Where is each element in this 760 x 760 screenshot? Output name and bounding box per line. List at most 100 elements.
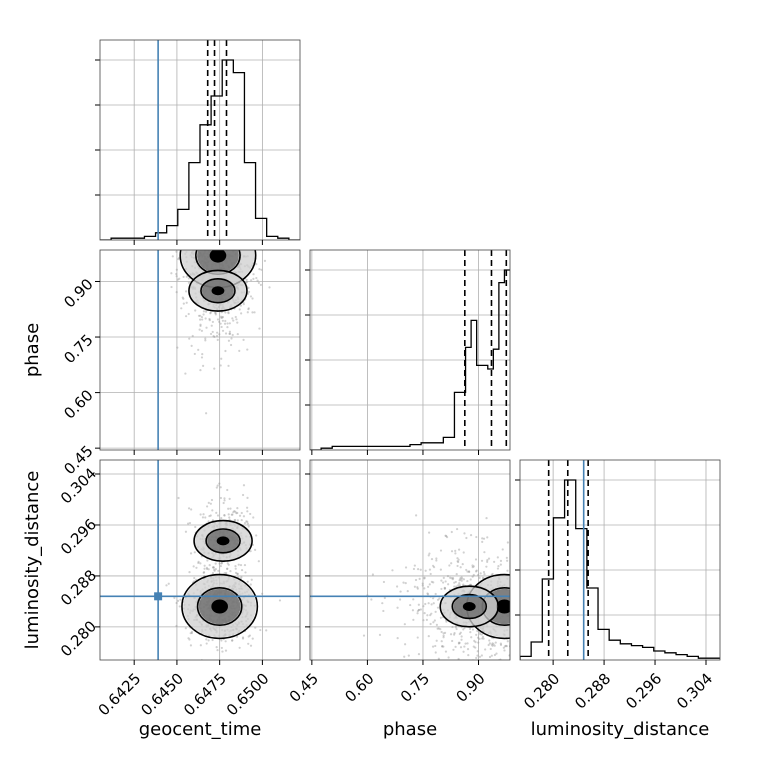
scatter-point — [226, 325, 229, 329]
scatter-point — [199, 324, 202, 327]
scatter-point — [466, 642, 469, 645]
scatter-point — [199, 323, 202, 326]
scatter-point — [404, 582, 407, 585]
scatter-point — [226, 562, 229, 565]
panel-border — [99, 39, 301, 241]
scatter-point — [444, 580, 447, 583]
scatter-point — [215, 511, 218, 514]
scatter-point — [496, 567, 500, 570]
scatter-point — [239, 241, 241, 243]
scatter-point — [222, 247, 224, 249]
scatter-point — [252, 273, 255, 276]
scatter-point — [229, 245, 231, 247]
hist-panel-phase — [305, 249, 511, 455]
scatter-point — [229, 247, 231, 249]
scatter-point — [458, 579, 461, 582]
scatter-point — [486, 560, 489, 563]
scatter-point — [513, 627, 515, 629]
contour-level — [193, 519, 253, 562]
scatter-point — [589, 666, 591, 668]
scatter-point — [200, 246, 202, 248]
scatter-point — [217, 241, 219, 243]
scatter-point — [227, 243, 229, 245]
scatter-point — [462, 551, 465, 554]
scatter-point — [236, 519, 239, 522]
scatter-point — [434, 610, 437, 613]
scatter-point — [514, 580, 516, 582]
scatter-point — [212, 242, 214, 244]
scatter-point — [406, 590, 409, 593]
scatter-point — [258, 268, 261, 271]
y-tick-label-luminosity_distance: 0.280 — [57, 617, 100, 660]
scatter-point — [505, 645, 508, 648]
scatter-point — [251, 311, 254, 314]
scatter-point — [474, 640, 477, 644]
scatter-point — [436, 627, 439, 630]
scatter-point — [403, 655, 406, 658]
scatter-point — [456, 557, 459, 560]
density-peak — [496, 599, 510, 614]
scatter-point — [224, 640, 227, 643]
scatter-point — [226, 322, 229, 325]
scatter-point — [513, 545, 515, 547]
scatter-point — [259, 283, 263, 287]
scatter-point — [438, 597, 441, 600]
scatter-point — [424, 569, 427, 572]
scatter-point — [416, 568, 420, 571]
scatter-point — [515, 587, 517, 589]
scatter-point — [199, 513, 202, 516]
scatter-point — [493, 665, 495, 667]
scatter-point — [210, 498, 214, 502]
scatter-point — [440, 579, 443, 582]
scatter-point — [203, 567, 206, 570]
scatter-point — [246, 311, 249, 314]
scatter-point — [412, 598, 415, 601]
scatter-point — [437, 627, 440, 630]
scatter-point — [234, 571, 238, 574]
scatter-point — [477, 665, 479, 667]
scatter-point — [236, 511, 239, 515]
scatter-point — [515, 627, 517, 629]
scatter-point — [455, 627, 458, 631]
scatter-point — [208, 514, 211, 518]
scatter-point — [209, 247, 211, 249]
scatter-point — [170, 285, 173, 289]
scatter-point — [165, 584, 168, 587]
scatter-point — [257, 560, 260, 563]
scatter-point — [175, 250, 178, 253]
scatter-point — [182, 302, 185, 305]
scatter-point — [206, 243, 208, 245]
scatter-point — [239, 304, 243, 307]
contour-level — [439, 585, 500, 628]
scatter-point — [194, 309, 197, 312]
scatter-point — [217, 569, 220, 572]
scatter-point — [451, 625, 454, 629]
scatter-point — [413, 585, 416, 588]
scatter-point — [189, 552, 193, 555]
scatter-point — [474, 558, 478, 561]
scatter-point — [200, 329, 204, 332]
scatter-point — [445, 536, 449, 539]
scatter-point — [243, 563, 247, 567]
scatter-point — [423, 587, 426, 590]
scatter-point — [474, 646, 477, 649]
scatter-point — [211, 566, 215, 569]
scatter-point — [492, 643, 495, 646]
scatter-point — [512, 588, 514, 590]
scatter-point — [204, 245, 206, 247]
scatter-point — [204, 337, 207, 340]
scatter-point — [199, 314, 202, 317]
scatter-point — [227, 513, 230, 516]
scatter-point — [206, 505, 209, 508]
scatter-point — [442, 636, 445, 639]
scatter-point — [416, 636, 419, 639]
scatter-point — [182, 297, 185, 300]
scatter-point — [495, 652, 498, 655]
scatter-point — [213, 335, 216, 339]
scatter-point — [486, 559, 489, 562]
scatter-point — [232, 319, 235, 322]
scatter-point — [209, 312, 212, 315]
scatter-point — [220, 561, 224, 565]
scatter-point — [200, 315, 204, 319]
scatter-point — [245, 520, 248, 523]
